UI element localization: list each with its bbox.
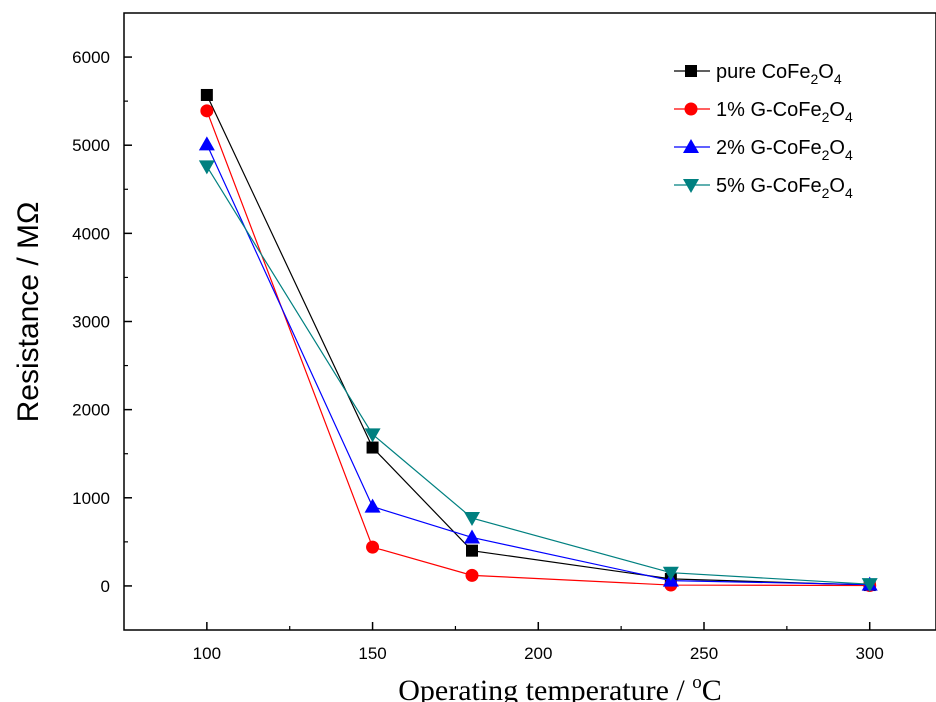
legend-label: 1% G-CoFe2O4 bbox=[716, 99, 853, 125]
legend-marker bbox=[683, 139, 699, 153]
data-point bbox=[466, 544, 478, 557]
series-line bbox=[206, 166, 870, 585]
legend-label-part: O bbox=[818, 61, 834, 83]
y-axis-label: Resistance / MΩ bbox=[12, 202, 45, 423]
data-point bbox=[200, 88, 213, 101]
data-point bbox=[366, 540, 380, 554]
legend-label: pure CoFe2O4 bbox=[716, 61, 842, 87]
legend-label-part: O bbox=[829, 99, 845, 121]
data-point bbox=[464, 529, 480, 544]
data-point bbox=[465, 568, 479, 582]
y-tick-label: 5000 bbox=[72, 136, 110, 155]
legend-marker bbox=[683, 179, 699, 193]
legend-label-part: 2% G-CoFe bbox=[716, 137, 822, 159]
data-point bbox=[364, 498, 381, 513]
y-tick-label: 4000 bbox=[72, 224, 110, 243]
x-tick-label: 200 bbox=[524, 644, 552, 663]
x-axis-label-unit: C bbox=[702, 674, 722, 702]
y-tick-label: 0 bbox=[101, 577, 110, 596]
legend-label-part: 5% G-CoFe bbox=[716, 175, 822, 197]
y-axis: 0 1000 2000 3000 4000 5000 6000 bbox=[72, 48, 132, 596]
legend-label-part: 1% G-CoFe bbox=[716, 99, 822, 121]
legend-label-part: O bbox=[829, 175, 845, 197]
series-line bbox=[206, 94, 870, 586]
legend-label-subscript: 4 bbox=[834, 71, 842, 87]
series-layer bbox=[198, 88, 878, 593]
data-point bbox=[198, 136, 215, 151]
legend-label-subscript: 2 bbox=[822, 109, 830, 125]
legend-marker bbox=[685, 65, 697, 77]
legend-label-subscript: 2 bbox=[822, 185, 830, 201]
data-point bbox=[364, 428, 381, 443]
legend-label-subscript: 4 bbox=[845, 109, 853, 125]
y-tick-label: 3000 bbox=[72, 313, 110, 332]
legend-label: 2% G-CoFe2O4 bbox=[716, 137, 853, 163]
data-point bbox=[464, 512, 480, 527]
data-point bbox=[198, 160, 215, 175]
x-tick-label: 100 bbox=[193, 644, 221, 663]
x-axis-label-degree: o bbox=[692, 672, 702, 693]
legend-label-subscript: 4 bbox=[845, 185, 853, 201]
x-tick-label: 250 bbox=[690, 644, 718, 663]
x-axis-label-text: Operating temperature / bbox=[398, 674, 692, 702]
legend-label-part: pure CoFe bbox=[716, 61, 811, 83]
legend-label-part: O bbox=[829, 137, 845, 159]
x-tick-label: 300 bbox=[856, 644, 884, 663]
y-tick-label: 1000 bbox=[72, 489, 110, 508]
legend-label-subscript: 2 bbox=[811, 71, 819, 87]
legend-label-subscript: 4 bbox=[845, 147, 853, 163]
series-line bbox=[206, 144, 870, 586]
x-axis: 100 150 200 250 300 bbox=[193, 622, 884, 663]
legend-marker bbox=[684, 102, 698, 116]
y-tick-label: 2000 bbox=[72, 401, 110, 420]
data-point bbox=[662, 566, 679, 581]
data-point bbox=[200, 104, 214, 118]
y-tick-label: 6000 bbox=[72, 48, 110, 67]
legend-label: 5% G-CoFe2O4 bbox=[716, 175, 853, 201]
legend-label-subscript: 2 bbox=[822, 147, 830, 163]
x-axis-label: Operating temperature / oC bbox=[398, 672, 722, 702]
data-point bbox=[366, 441, 379, 454]
x-tick-label: 150 bbox=[358, 644, 386, 663]
data-point bbox=[861, 578, 878, 593]
